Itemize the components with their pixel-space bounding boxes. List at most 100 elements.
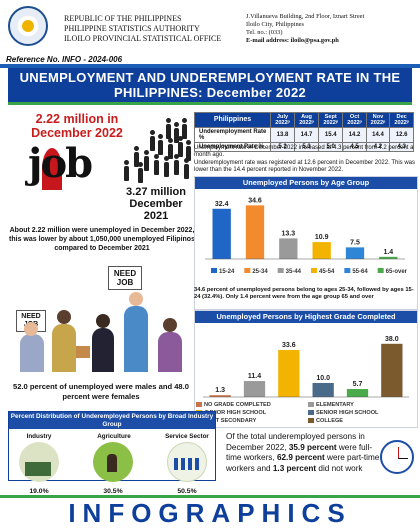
- table-cell: 12.6: [389, 127, 414, 143]
- age-chart-title: Unemployed Persons by Age Group: [195, 177, 417, 189]
- sector-name: Agriculture: [97, 433, 131, 440]
- table-cell: 14.2: [342, 127, 367, 143]
- industry-distribution: Percent Distribution of Underemployed Pe…: [8, 411, 216, 495]
- table-header-row: Philippines July 2022ᵖ Aug 2022ᵖ Sept 20…: [194, 112, 414, 128]
- agency-name: REPUBLIC OF THE PHILIPPINES PHILIPPINE S…: [64, 14, 221, 44]
- legend-swatch: [344, 268, 351, 273]
- column-header: Sept 2022ᵖ: [317, 112, 344, 128]
- legend-swatch: [211, 268, 217, 273]
- legend-label: POST SECONDARY: [204, 418, 257, 424]
- job-seekers-illustration: NEED JOB NEED JOB: [8, 266, 192, 372]
- person-icon: [124, 160, 129, 181]
- table-notes: Unemployment rate in December 2022 incre…: [194, 145, 416, 174]
- sector-percent: 30.5%: [103, 488, 123, 495]
- bar-value-label: 7.5: [350, 239, 360, 246]
- person-head-icon: [163, 318, 177, 332]
- legend-swatch: [196, 402, 202, 407]
- header-line-2: PHILIPPINE STATISTICS AUTHORITY: [64, 24, 200, 33]
- column-header: Nov 2022ᵖ: [365, 112, 391, 128]
- legend-label: NO GRADE COMPLETED: [204, 402, 271, 408]
- education-legend: NO GRADE COMPLETED ELEMENTARY JUNIOR HIGH …: [194, 402, 418, 428]
- divider: [8, 102, 412, 105]
- legend-label: ELEMENTARY: [316, 402, 354, 408]
- person-icon: [20, 334, 44, 372]
- age-chart-card: Unemployed Persons by Age Group 32.4 34.6…: [194, 176, 418, 310]
- gender-summary: 52.0 percent of unemployed were males an…: [13, 382, 189, 401]
- legend-label: COLLEGE: [316, 418, 344, 424]
- table-cell: 13.8: [269, 127, 296, 143]
- person-head-icon: [129, 292, 143, 306]
- legend-item: NO GRADE COMPLETED: [196, 402, 271, 408]
- legend-swatch: [277, 268, 284, 273]
- reference-number: Reference No. INFO - 2024-006: [6, 55, 123, 64]
- psa-seal-icon: [8, 6, 48, 46]
- legend-swatch: [377, 268, 384, 273]
- industry-title: Percent Distribution of Underemployed Pe…: [9, 412, 215, 429]
- legend-label: SENIOR HIGH SCHOOL: [316, 410, 379, 416]
- education-chart: 1.3 11.4 33.6 10.0 5.7 38.0: [203, 336, 409, 398]
- person-icon: [174, 154, 179, 175]
- person-icon: [144, 150, 149, 171]
- address-line-1: J.Villanueva Building, 2nd Floor, Iznart…: [246, 13, 365, 20]
- legend-label: 35-44: [286, 269, 302, 275]
- person-icon: [178, 136, 183, 157]
- box-icon: [76, 346, 90, 358]
- bar-value-label: 32.4: [215, 201, 229, 208]
- person-icon: [166, 118, 171, 139]
- parttime-percent: 62.9 percent: [276, 453, 325, 463]
- underemployment-note: Underemployment rate was registered at 1…: [194, 159, 416, 173]
- service-people-icon: [174, 458, 200, 470]
- legend-item: SENIOR HIGH SCHOOL: [308, 410, 378, 416]
- person-head-icon: [57, 310, 71, 324]
- person-icon: [92, 328, 114, 372]
- table-cell: 5.3: [294, 142, 319, 152]
- bar-value-label: 13.3: [282, 230, 296, 237]
- bar: [279, 238, 298, 259]
- bar-value-label: 10.9: [315, 234, 329, 241]
- header: REPUBLIC OF THE PHILIPPINES PHILIPPINE S…: [0, 0, 420, 52]
- bar-value-label: 34.6: [248, 197, 262, 204]
- table-cell: 4.3: [389, 142, 414, 152]
- table-cell: 5.2: [269, 142, 296, 152]
- table-corner: Philippines: [194, 112, 271, 128]
- legend-swatch: [308, 418, 314, 423]
- bar: [245, 205, 265, 259]
- bar: [209, 395, 231, 397]
- bar-value-label: 11.4: [248, 373, 261, 380]
- legend-label: 45-54: [319, 269, 335, 275]
- summary-text: were part-time workers and: [226, 453, 380, 473]
- person-icon: [174, 122, 179, 143]
- person-icon: [164, 156, 169, 177]
- summary-text: did not work: [316, 463, 363, 473]
- person-icon: [124, 306, 148, 372]
- person-icon: [134, 146, 139, 167]
- legend-swatch: [244, 268, 251, 273]
- sector-percent: 50.5%: [177, 488, 197, 495]
- table-row: Unemployment Rate % 5.2 5.3 5.0 4.5 4.2 …: [194, 142, 414, 152]
- person-icon: [52, 324, 76, 372]
- need-job-sign: NEED JOB: [108, 266, 142, 290]
- person-icon: [150, 130, 155, 151]
- table-cell: 14.4: [365, 127, 391, 143]
- education-chart-title: Unemployed Persons by Highest Grade Comp…: [195, 311, 417, 323]
- person-icon: [168, 138, 173, 159]
- unemployed-2022-label: 2.22 million in December 2022: [31, 112, 123, 140]
- sector-name: Service Sector: [165, 433, 209, 440]
- row-label: Underemployment Rate %: [194, 127, 271, 143]
- sector-percent: 19.0%: [29, 488, 49, 495]
- table-cell: 4.2: [365, 142, 391, 152]
- bar: [312, 242, 331, 259]
- table-row: Underemployment Rate % 13.8 14.7 15.4 14…: [194, 127, 414, 143]
- person-head-icon: [96, 314, 110, 328]
- person-icon: [158, 134, 163, 155]
- bar-value-label: 1.3: [215, 387, 225, 394]
- agency-address: J.Villanueva Building, 2nd Floor, Iznart…: [246, 13, 364, 45]
- legend-label: 55-64: [352, 269, 368, 275]
- legend-label: JUNIOR HIGH SCHOOL: [204, 410, 267, 416]
- column-header: Oct 2022ᵖ: [342, 112, 367, 128]
- worker-type-summary: Of the total underemployed persons in De…: [226, 432, 384, 474]
- column-header: Aug 2022ᵖ: [294, 112, 319, 128]
- legend-label: 15-24: [219, 269, 235, 275]
- column-header: Dec 2022ᵖ: [389, 112, 414, 128]
- sector-name: Industry: [26, 433, 52, 440]
